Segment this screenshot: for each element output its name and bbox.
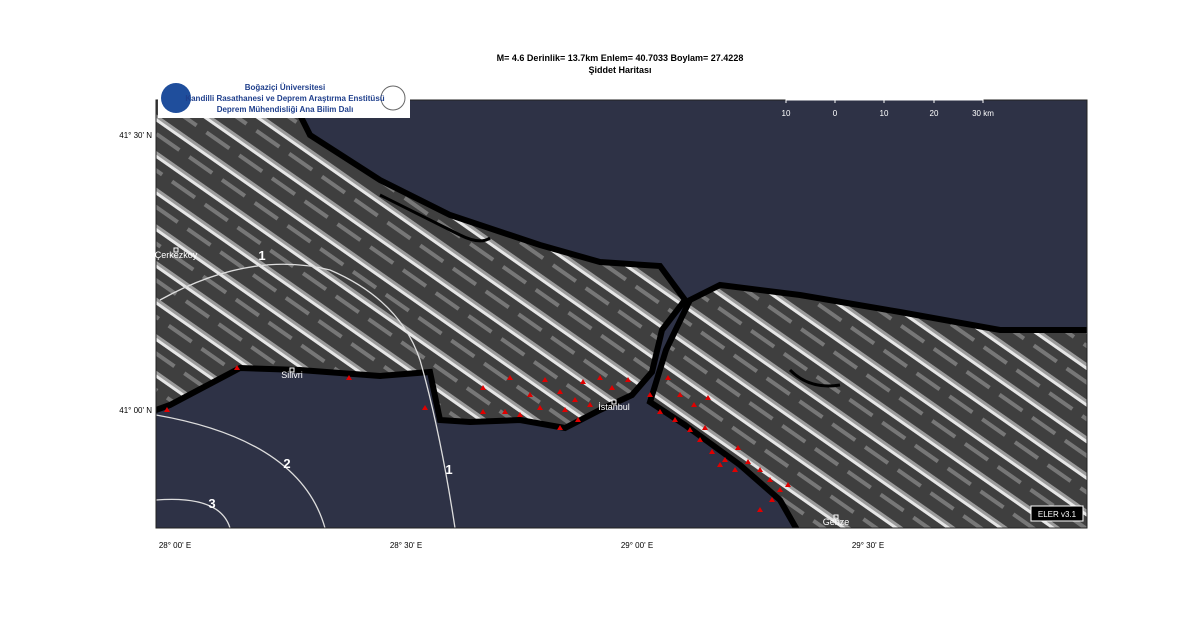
lat-label: 41° 30' N: [119, 131, 152, 140]
station: [572, 397, 578, 402]
city-label: Çerkezkoy: [155, 250, 198, 260]
station: [717, 462, 723, 467]
station: [777, 487, 783, 492]
map-area: [156, 100, 1087, 528]
station: [709, 449, 715, 454]
lon-label: 29° 30' E: [852, 541, 884, 550]
contour-label: 1: [445, 462, 452, 477]
station: [422, 405, 428, 410]
station: [597, 375, 603, 380]
station: [625, 377, 631, 382]
station: [697, 437, 703, 442]
map-frame: [155, 99, 1088, 529]
lon-label: 28° 00' E: [159, 541, 191, 550]
station: [164, 407, 170, 412]
station: [687, 427, 693, 432]
city-label: Gebze: [823, 517, 850, 527]
city-marker: [833, 514, 839, 520]
city-marker: [289, 367, 295, 373]
station: [587, 402, 593, 407]
station: [575, 417, 581, 422]
station: [609, 385, 615, 390]
logo-emblem: [161, 83, 191, 113]
station: [757, 507, 763, 512]
logo-line: Boğaziçi Üniversitesi: [245, 83, 325, 92]
contour-line: [159, 263, 456, 528]
logo-emblem: [380, 85, 406, 111]
lake: [788, 368, 841, 388]
station: [657, 409, 663, 414]
station: [705, 395, 711, 400]
station: [480, 385, 486, 390]
station: [480, 409, 486, 414]
contour-line: [156, 414, 326, 528]
station: [672, 417, 678, 422]
lat-label: 41° 00' N: [119, 406, 152, 415]
station: [557, 425, 563, 430]
scale-label: 10: [880, 109, 889, 118]
city-label: İstanbul: [598, 402, 630, 412]
map-subtitle: Şiddet Haritası: [588, 65, 651, 75]
lake: [379, 193, 491, 243]
station: [507, 375, 513, 380]
land-asia: [646, 281, 1087, 528]
map-title: M= 4.6 Derinlik= 13.7km Enlem= 40.7033 B…: [497, 53, 744, 63]
contour-line: [156, 498, 231, 528]
station: [580, 379, 586, 384]
lon-label: 28° 30' E: [390, 541, 422, 550]
station: [647, 392, 653, 397]
lon-label: 29° 00' E: [621, 541, 653, 550]
station: [502, 409, 508, 414]
scale-label: 20: [930, 109, 939, 118]
station: [691, 402, 697, 407]
stations: [164, 365, 791, 512]
contour-label: 1: [258, 248, 265, 263]
station: [735, 445, 741, 450]
station: [537, 405, 543, 410]
station: [562, 407, 568, 412]
contour-label: 3: [208, 496, 215, 511]
scale-label: 10: [782, 109, 791, 118]
station: [722, 457, 728, 462]
city-label: Silivri: [281, 370, 303, 380]
station: [757, 467, 763, 472]
station: [234, 365, 240, 370]
station: [767, 477, 773, 482]
station: [702, 425, 708, 430]
logo-line: Deprem Mühendisliği Ana Bilim Dalı: [217, 105, 354, 114]
station: [677, 392, 683, 397]
contour-label: 2: [283, 456, 290, 471]
city-marker: [611, 399, 617, 405]
station: [542, 377, 548, 382]
scale-label: 30 km: [972, 109, 994, 118]
station: [665, 375, 671, 380]
scale-label: 0: [833, 109, 838, 118]
logo-box: [158, 78, 410, 118]
station: [557, 389, 563, 394]
station: [745, 459, 751, 464]
station: [517, 412, 523, 417]
version-label: ELER v3.1: [1038, 510, 1077, 519]
logo-line: Kandilli Rasathanesi ve Deprem Araştırma…: [185, 94, 384, 103]
station: [769, 497, 775, 502]
version-box: [1030, 505, 1084, 522]
station: [527, 392, 533, 397]
station: [346, 375, 352, 380]
station: [732, 467, 738, 472]
station: [785, 482, 791, 487]
city-marker: [173, 247, 179, 253]
